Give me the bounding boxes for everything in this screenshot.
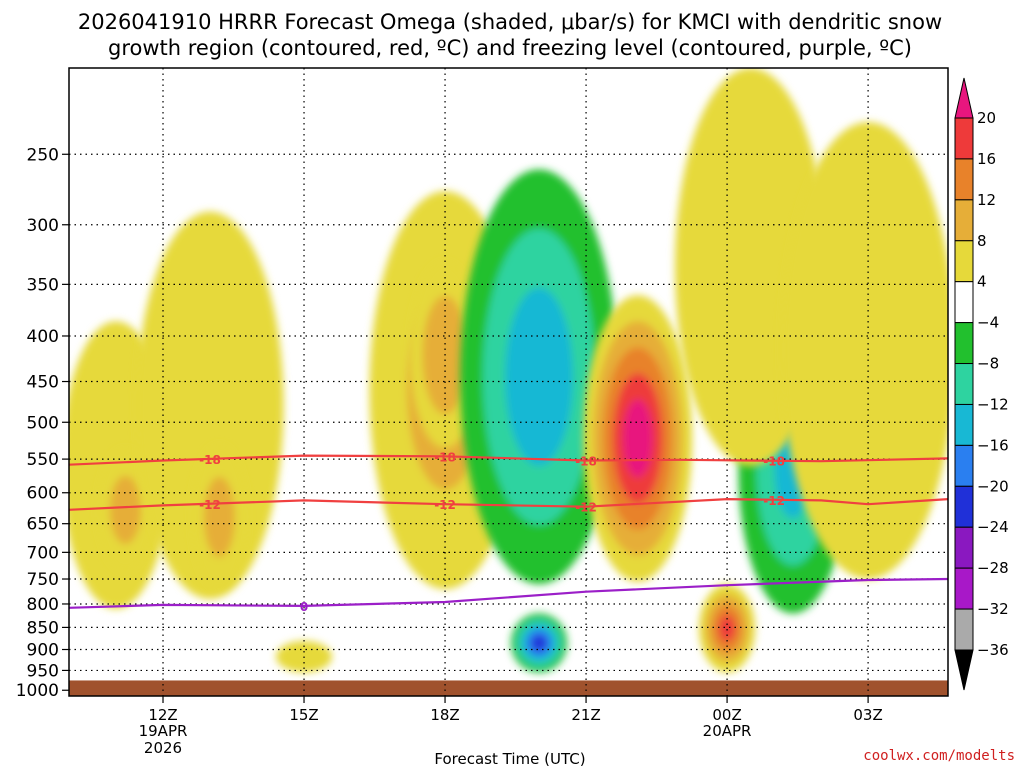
- colorbar-bottom-arrow: [954, 649, 974, 691]
- y-tick-label-800: 800: [27, 595, 59, 615]
- y-tick-label-500: 500: [27, 413, 59, 433]
- omega-feature-9: [583, 295, 693, 582]
- colorbar-swatch-9: [954, 444, 974, 487]
- y-axis: 250 300 350 400 450 500 550 600 650 700 750 800 850 9…: [16, 145, 69, 701]
- contour-freezing-level-0: [69, 577, 948, 609]
- colorbar-label-2: 12: [977, 191, 996, 209]
- x-tick-label-03Z: 03Z: [853, 706, 882, 724]
- ground-surface: [69, 680, 948, 696]
- colorbar-label-6: −8: [977, 355, 999, 373]
- colorbar-swatch-2: [954, 158, 974, 201]
- colorbar-swatch-3: [954, 199, 974, 242]
- colorbar-label-10: −24: [977, 518, 1009, 536]
- y-tick-label-950: 950: [27, 661, 59, 681]
- contour-label-dgz-minus12-21: -12: [575, 501, 597, 515]
- colorbar-label-12: −32: [977, 600, 1009, 618]
- contour-label-dgz-minus18-21: -18: [575, 455, 597, 469]
- y-tick-label-250: 250: [27, 145, 59, 165]
- y-tick-label-450: 450: [27, 373, 59, 393]
- omega-shade-10-16: [718, 615, 736, 642]
- colorbar-label-8: −16: [977, 436, 1009, 454]
- colorbar-label-7: −12: [977, 395, 1009, 413]
- omega-shade-9-20: [622, 399, 653, 478]
- y-tick-label-550: 550: [27, 450, 59, 470]
- x-tick-label-15Z: 15Z: [289, 706, 318, 724]
- omega-feature-7: [460, 169, 618, 585]
- x-tick-label-00Z: 00Z: [712, 706, 741, 724]
- colorbar-label-13: −36: [977, 641, 1009, 659]
- omega-feature-13: [781, 122, 948, 579]
- omega-feature-3: [191, 444, 248, 590]
- y-tick-label-850: 850: [27, 618, 59, 638]
- omega-feature-1: [97, 448, 154, 572]
- colorbar-top-arrow: [954, 77, 974, 119]
- y-tick-label-350: 350: [27, 275, 59, 295]
- y-tick-label-300: 300: [27, 216, 59, 236]
- colorbar-label-0: 20: [977, 109, 996, 127]
- y-tick-label-700: 700: [27, 543, 59, 563]
- omega-shade-7-12: [505, 287, 573, 466]
- contour-label-dgz-minus18-25: -18: [763, 455, 785, 469]
- colorbar-label-1: 16: [977, 150, 996, 168]
- contour-label-dgz-minus18-13: -18: [199, 453, 221, 467]
- colorbar-swatch-5: [954, 281, 974, 324]
- omega-shade-1-8: [109, 475, 141, 544]
- colorbar-label-11: −28: [977, 559, 1009, 577]
- contour-dgz-minus12: [69, 497, 948, 511]
- x-date-label-00Z: 20APR: [703, 722, 752, 740]
- y-tick-label-900: 900: [27, 641, 59, 661]
- omega-feature-10: [699, 584, 756, 673]
- credit-text: coolwx.com/modelts: [863, 748, 1015, 764]
- colorbar-swatch-10: [954, 485, 974, 528]
- omega-shade-13-4: [781, 122, 948, 579]
- colorbar-label-3: 8: [977, 232, 987, 250]
- contour-label-dgz-minus18-18: -18: [434, 450, 456, 464]
- y-tick-label-650: 650: [27, 515, 59, 535]
- y-tick-label-1000: 1000: [16, 681, 59, 701]
- colorbar-swatch-8: [954, 403, 974, 446]
- x-tick-label-12Z: 12Z: [148, 706, 177, 724]
- x-date-label-12Z: 19APR: [139, 722, 188, 740]
- colorbar-swatch-13: [954, 608, 974, 651]
- contour-label-dgz-minus12-13: -12: [199, 498, 221, 512]
- colorbar-label-5: −4: [977, 314, 999, 332]
- grid-lines: [69, 68, 948, 696]
- colorbar-swatch-4: [954, 240, 974, 283]
- contour-label-dgz-minus12-25: -12: [763, 494, 785, 508]
- colorbar-legend: 20 16 12 8 4 −4 −8 −12 −16 −20 −24 −28 −32 −36: [954, 77, 1009, 691]
- chart-title-line-1: 2026041910 HRRR Forecast Omega (shaded, …: [78, 10, 942, 34]
- y-tick-label-400: 400: [27, 327, 59, 347]
- colorbar-swatch-11: [954, 526, 974, 569]
- contour-dgz-minus18: [69, 454, 948, 466]
- colorbar-swatch-6: [954, 322, 974, 365]
- colorbar-label-9: −20: [977, 477, 1009, 495]
- contour-label-dgz-minus12-18: -12: [434, 498, 456, 512]
- contour-lines: -18 -18 -18 -18 -12 -12 -12 -12 0: [69, 450, 948, 614]
- colorbar-swatch-1: [954, 117, 974, 160]
- colorbar-swatch-12: [954, 567, 974, 610]
- y-tick-label-600: 600: [27, 484, 59, 504]
- chart-title-line-2: growth region (contoured, red, ºC) and f…: [108, 36, 912, 60]
- omega-shading: [69, 68, 948, 673]
- x-year-label-12Z: 2026: [144, 739, 182, 757]
- x-axis-label: Forecast Time (UTC): [434, 750, 585, 768]
- colorbar-label-4: 4: [977, 273, 987, 291]
- omega-shade-3-8: [203, 476, 235, 558]
- x-tick-label-21Z: 21Z: [571, 706, 600, 724]
- omega-feature-8: [511, 613, 568, 673]
- x-tick-label-18Z: 18Z: [430, 706, 459, 724]
- omega-shade-8-20: [531, 634, 547, 652]
- contour-label-freezing-level-0-15: 0: [300, 600, 308, 614]
- y-tick-label-750: 750: [27, 570, 59, 590]
- colorbar-swatch-7: [954, 363, 974, 405]
